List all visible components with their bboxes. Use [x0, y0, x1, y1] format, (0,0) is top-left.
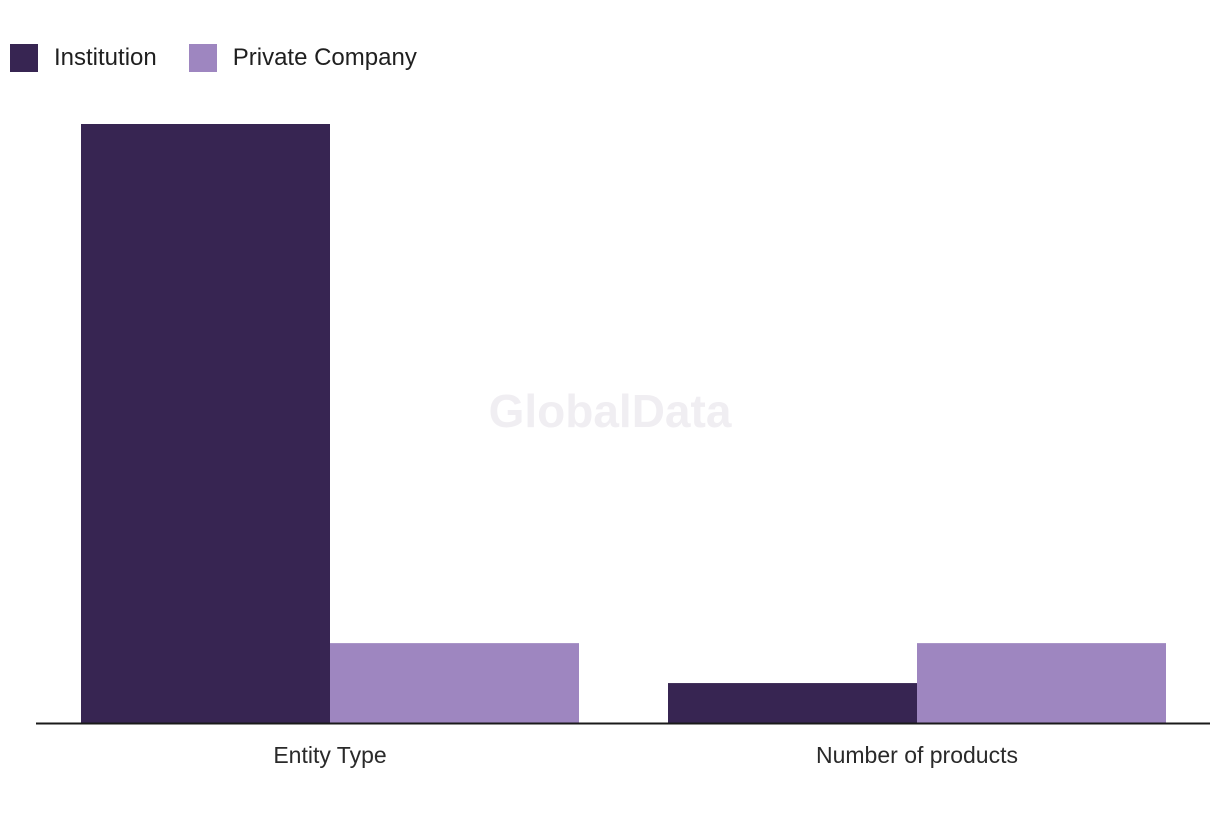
x-tick-label: Entity Type	[273, 742, 386, 768]
bar-private-company-number-of-products	[917, 643, 1166, 723]
legend: Institution Private Company	[10, 44, 449, 72]
bar-institution-number-of-products	[668, 683, 917, 723]
legend-label-private-company: Private Company	[232, 44, 417, 71]
x-tick-label: Number of products	[816, 742, 1018, 768]
legend-label-institution: Institution	[54, 44, 157, 71]
legend-swatch-private-company	[188, 44, 217, 72]
bar-institution-entity-type	[81, 124, 330, 723]
bar-private-company-entity-type	[330, 643, 579, 723]
legend-item-private-company: Private Company	[188, 44, 417, 72]
legend-item-institution: Institution	[10, 44, 157, 72]
legend-swatch-institution	[10, 44, 38, 72]
